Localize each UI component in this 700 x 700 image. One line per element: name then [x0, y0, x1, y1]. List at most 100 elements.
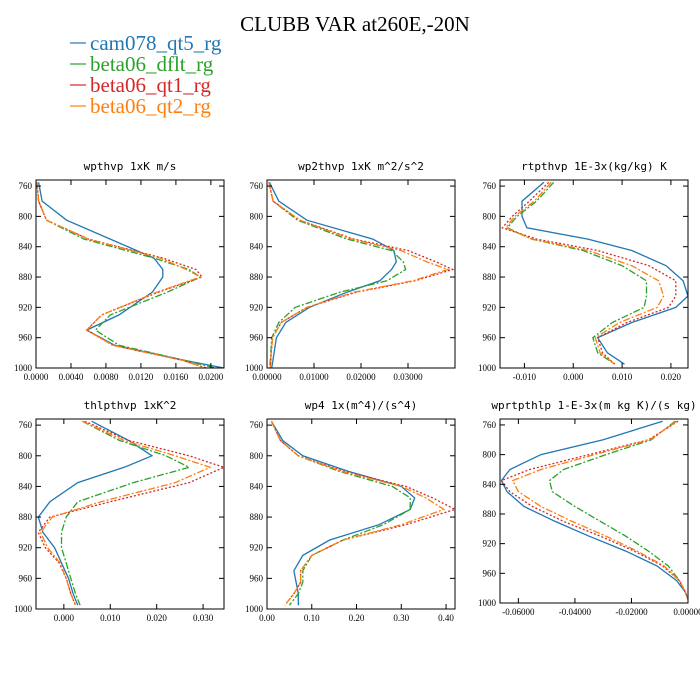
legend-entry: beta06_dflt_rg: [90, 52, 214, 76]
y-tick-label: 920: [250, 302, 264, 312]
series-line-beta06_dflt_rg: [60, 420, 192, 606]
y-tick-label: 880: [19, 512, 33, 522]
panel-title: thlpthvp 1xK^2: [84, 399, 177, 412]
y-tick-label: 800: [483, 450, 497, 460]
panel-1: wpthvp 1xK m/s76080084088092096010000.00…: [14, 160, 225, 382]
x-tick-label: 0.01000: [299, 372, 329, 382]
panel-title: wp4 1x(m^4)/(s^4): [305, 399, 418, 412]
y-tick-label: 920: [483, 539, 497, 549]
y-tick-label: 880: [250, 512, 264, 522]
x-tick-label: 0.030: [193, 613, 214, 623]
y-tick-label: 840: [483, 242, 497, 252]
x-tick-label: 0.40: [438, 613, 454, 623]
series-line-beta06_qt1_rg: [37, 420, 224, 606]
x-tick-label: -0.02000: [615, 607, 648, 617]
y-tick-label: 760: [19, 420, 33, 430]
panel-6: wprtpthlp 1-E-3x(m kg K)/(s kg) 760 800 840…: [478, 399, 700, 617]
series-line-cam078_qt5_rg: [270, 420, 416, 606]
x-tick-label: 0.0000: [24, 372, 49, 382]
legend: cam078_qt5_rgbeta06_dflt_rgbeta06_qt1_rg…: [70, 31, 222, 118]
y-tick-label: 800: [483, 211, 497, 221]
x-tick-label: 0.0080: [94, 372, 119, 382]
series-line-cam078_qt5_rg: [37, 182, 224, 368]
y-tick-label: 960: [19, 573, 33, 583]
series-line-beta06_dflt_rg: [506, 181, 648, 365]
y-tick-label: 840: [19, 242, 33, 252]
y-tick-label: 960: [250, 573, 264, 583]
panel-frame: [499, 418, 689, 604]
series-line-beta06_qt2_rg: [270, 421, 446, 606]
series-line-cam078_qt5_rg: [268, 182, 397, 368]
panel-title: rtpthvp 1E-3x(kg/kg) K: [521, 160, 667, 173]
x-tick-label: -0.06000: [502, 607, 535, 617]
x-tick-label: -0.010: [513, 372, 537, 382]
series-group: [270, 420, 455, 606]
panel-title: wp2thvp 1xK m^2/s^2: [298, 160, 424, 173]
y-tick-label: 1000: [14, 604, 33, 614]
x-tick-label: 0.0120: [129, 372, 154, 382]
x-tick-label: 0.00: [259, 613, 275, 623]
panel-2: wp2thvp 1xK m^2/s^2 760 800 840 880 920 960 100…: [245, 160, 456, 382]
series-line-cam078_qt5_rg: [521, 181, 688, 365]
y-tick-label: 880: [250, 272, 264, 282]
y-tick-label: 920: [19, 302, 33, 312]
panel-frame: [35, 179, 225, 369]
series-line-cam078_qt5_rg: [500, 420, 688, 600]
y-tick-label: 960: [250, 333, 264, 343]
y-tick-label: 800: [19, 211, 33, 221]
y-tick-label: 1000: [14, 363, 33, 373]
y-tick-label: 760: [250, 420, 264, 430]
legend-entry: cam078_qt5_rg: [90, 31, 222, 55]
y-tick-label: 1000: [245, 604, 264, 614]
x-tick-label: 0.0040: [59, 372, 84, 382]
y-tick-label: 920: [19, 543, 33, 553]
figure-title: CLUBB VAR at260E,-20N: [240, 12, 470, 36]
y-tick-label: 760: [483, 420, 497, 430]
y-tick-label: 760: [250, 181, 264, 191]
y-tick-label: 920: [483, 302, 497, 312]
x-tick-label: 0.30: [393, 613, 409, 623]
panels: wpthvp 1xK m/s76080084088092096010000.00…: [14, 160, 700, 623]
x-tick-label: 0.10: [304, 613, 320, 623]
series-group: [268, 182, 455, 368]
y-tick-label: 760: [483, 181, 497, 191]
series-line-beta06_qt2_rg: [268, 182, 451, 368]
x-tick-label: 0.020: [661, 372, 682, 382]
x-tick-label: 0.020: [147, 613, 168, 623]
y-tick-label: 1000: [478, 598, 497, 608]
y-tick-label: 1000: [478, 363, 497, 373]
panel-title: wprtpthlp 1-E-3x(m kg K)/(s kg): [491, 399, 696, 412]
x-tick-label: 0.000: [563, 372, 584, 382]
series-line-beta06_qt2_rg: [504, 181, 665, 365]
y-tick-label: 840: [483, 479, 497, 489]
y-tick-label: 960: [483, 568, 497, 578]
panel-4: thlpthvp 1xK^2 760 800 840 880 920 960 1000 0.00…: [14, 399, 225, 623]
x-tick-label: 0.00000: [252, 372, 282, 382]
y-tick-label: 880: [483, 509, 497, 519]
x-tick-label: 0.0160: [164, 372, 189, 382]
legend-entry: beta06_qt2_rg: [90, 94, 211, 118]
series-line-beta06_qt2_rg: [511, 420, 688, 600]
x-tick-label: 0.03000: [393, 372, 423, 382]
y-tick-label: 960: [19, 333, 33, 343]
x-tick-label: 0.0200: [199, 372, 224, 382]
x-tick-label: 0.02000: [346, 372, 376, 382]
panel-5: wp4 1x(m^4)/(s^4)76080084088092096010000…: [245, 399, 456, 623]
x-tick-label: 0.20: [349, 613, 365, 623]
x-tick-label: 0.00000: [673, 607, 700, 617]
y-tick-label: 920: [250, 543, 264, 553]
series-line-beta06_qt1_rg: [501, 181, 677, 365]
y-tick-label: 1000: [245, 363, 264, 373]
series-group: [500, 420, 688, 600]
panel-frame: [35, 418, 225, 610]
y-tick-label: 960: [483, 333, 497, 343]
y-tick-label: 800: [250, 451, 264, 461]
series-line-beta06_qt2_rg: [39, 420, 212, 606]
panel-frame: [499, 179, 689, 369]
y-tick-label: 800: [19, 451, 33, 461]
series-group: [501, 181, 688, 365]
y-tick-label: 880: [483, 272, 497, 282]
y-tick-label: 760: [19, 181, 33, 191]
